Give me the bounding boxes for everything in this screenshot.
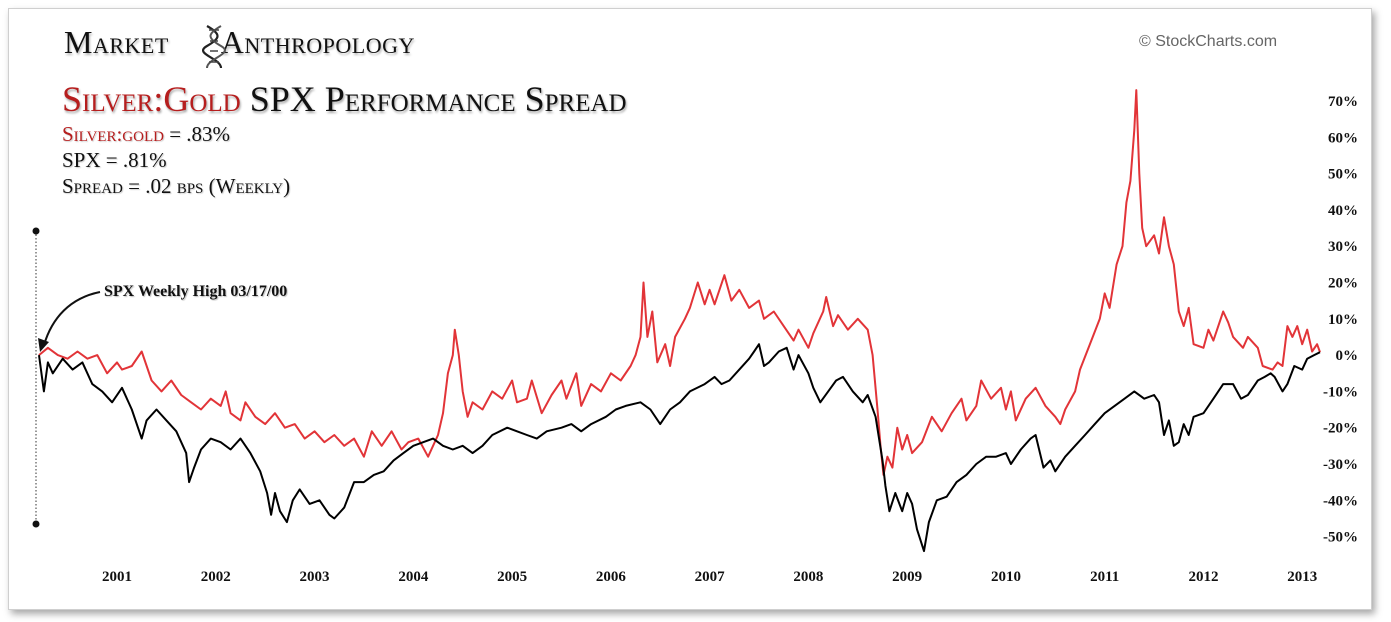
- x-tick-label: 2009: [892, 569, 922, 585]
- series-line-silver-gold: [38, 89, 1321, 476]
- x-tick-label: 2011: [1090, 569, 1119, 585]
- stat-spread: Spread = .02 bps (Weekly): [62, 174, 291, 198]
- stat-silver-gold-value: = .83%: [169, 122, 231, 146]
- dna-helix-icon: [202, 25, 226, 69]
- y-tick-label: 40%: [1328, 203, 1358, 219]
- series-line-spx: [38, 343, 1321, 553]
- x-tick-label: 2010: [991, 569, 1021, 585]
- y-tick-label: 0%: [1336, 348, 1359, 364]
- y-tick-label: 70%: [1328, 94, 1358, 110]
- stat-silver-gold-label: Silver:gold: [62, 122, 164, 146]
- x-tick-label: 2007: [695, 569, 726, 585]
- y-tick-label: 10%: [1328, 312, 1358, 328]
- title-red-part: Silver:Gold: [62, 79, 241, 119]
- brand-word-anthropology: Anthropology: [220, 24, 415, 60]
- x-tick-label: 2008: [793, 569, 823, 585]
- y-tick-label: 60%: [1328, 130, 1358, 146]
- copyright-text: © StockCharts.com: [1139, 33, 1278, 50]
- x-tick-label: 2013: [1287, 569, 1317, 585]
- x-tick-label: 2001: [102, 569, 132, 585]
- x-tick-label: 2002: [201, 569, 231, 585]
- x-tick-label: 2012: [1188, 569, 1218, 585]
- title-black-part: SPX Performance Spread: [249, 79, 627, 119]
- x-tick-label: 2003: [300, 569, 330, 585]
- range-marker-bottom: [32, 520, 40, 528]
- y-tick-label: 50%: [1328, 167, 1358, 183]
- brand-word-market: Market: [64, 24, 169, 60]
- annotation-arrow: [43, 291, 101, 346]
- range-marker-top: [32, 227, 40, 235]
- stat-spx: SPX = .81%: [62, 148, 167, 172]
- y-tick-label: 20%: [1328, 276, 1358, 292]
- y-tick-label: -20%: [1323, 421, 1358, 437]
- stat-silver-gold: Silver:gold = .83%: [62, 122, 230, 147]
- x-tick-label: 2005: [497, 569, 527, 585]
- y-tick-label: -30%: [1323, 457, 1358, 473]
- annotation-arrowhead: [38, 338, 49, 352]
- x-tick-label: 2004: [398, 569, 429, 585]
- y-tick-label: 30%: [1328, 239, 1358, 255]
- annotation-spx-high: SPX Weekly High 03/17/00: [104, 283, 288, 300]
- y-tick-label: -10%: [1323, 384, 1358, 400]
- chart-title: Silver:Gold SPX Performance Spread: [62, 78, 627, 120]
- y-tick-label: -50%: [1323, 530, 1358, 546]
- x-tick-label: 2006: [596, 569, 627, 585]
- y-tick-label: -40%: [1323, 493, 1358, 509]
- brand-logo: Market Anthropology: [64, 24, 415, 61]
